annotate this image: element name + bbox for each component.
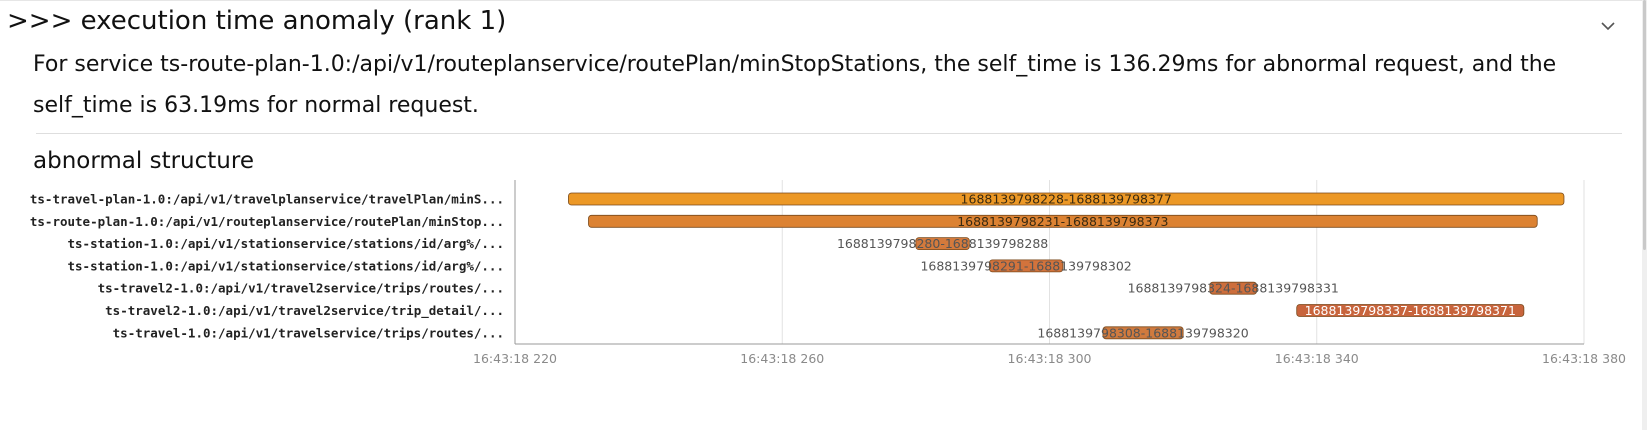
span-service-label: ts-travel-1.0:/api/v1/travelservice/trip… — [113, 325, 504, 340]
x-tick-label: 16:43:18 220 — [473, 351, 557, 366]
x-tick-label: 16:43:18 260 — [740, 351, 824, 366]
span-service-label: ts-travel-plan-1.0:/api/v1/travelplanser… — [30, 192, 504, 207]
section-title: >>> execution time anomaly (rank 1) — [7, 6, 507, 36]
top-divider — [0, 0, 1647, 1]
span-bar-label: 1688139798337-1688139798371 — [1305, 303, 1516, 318]
span-bar-label: 1688139798231-1688139798373 — [957, 214, 1168, 229]
span-bar[interactable] — [1296, 304, 1525, 317]
span-bar-label: 1688139798291-1688139798302 — [920, 258, 1131, 273]
span-bar-label: 1688139798280-1688139798288 — [837, 236, 1048, 251]
x-tick-label: 16:43:18 300 — [1008, 351, 1092, 366]
span-bar-label: 1688139798308-1688139798320 — [1037, 325, 1248, 340]
span-service-label: ts-travel2-1.0:/api/v1/travel2service/tr… — [105, 303, 504, 319]
x-tick-label: 16:43:18 380 — [1542, 351, 1626, 366]
span-service-label: ts-travel2-1.0:/api/v1/travel2service/tr… — [98, 281, 504, 296]
x-tick-label: 16:43:18 340 — [1275, 351, 1359, 366]
span-bar[interactable] — [1209, 281, 1258, 295]
span-service-label: ts-route-plan-1.0:/api/v1/routeplanservi… — [30, 214, 504, 229]
span-bar-label: 1688139798228-1688139798377 — [961, 192, 1172, 207]
span-bar[interactable] — [915, 237, 970, 250]
span-bar[interactable] — [1102, 326, 1184, 340]
span-service-label: ts-station-1.0:/api/v1/stationservice/st… — [68, 236, 505, 251]
section-divider — [36, 133, 1622, 134]
span-bar-label: 1688139798324-1688139798331 — [1128, 281, 1339, 296]
span-timeline-chart: 16:43:18 220 16:43:18 260 16:43:18 300 16:4… — [30, 180, 1626, 366]
span-bar[interactable] — [988, 259, 1064, 273]
anomaly-description: For service ts-route-plan-1.0:/api/v1/ro… — [33, 52, 1557, 118]
span-bar[interactable] — [588, 214, 1538, 228]
vertical-scrollbar[interactable] — [1642, 0, 1647, 430]
structure-subtitle: abnormal structure — [33, 148, 254, 174]
span-bar[interactable] — [568, 192, 1565, 206]
chevron-down-icon[interactable] — [1598, 16, 1618, 36]
span-service-label: ts-station-1.0:/api/v1/stationservice/st… — [68, 258, 505, 273]
